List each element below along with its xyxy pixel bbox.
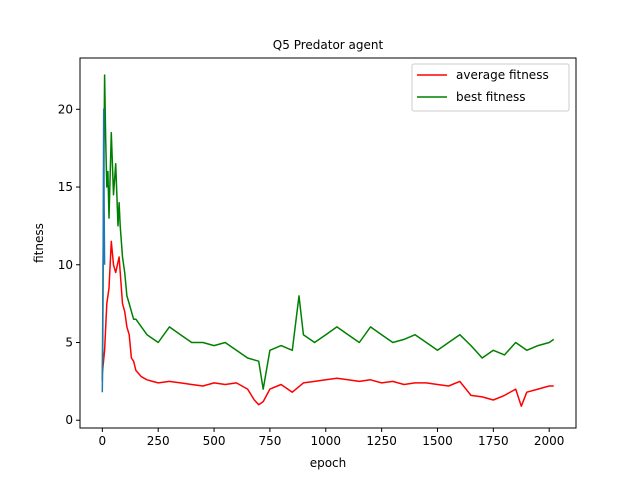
x-axis-label: epoch bbox=[310, 456, 347, 470]
axes-frame bbox=[79, 57, 577, 429]
x-tick-label: 0 bbox=[99, 434, 107, 448]
x-tick-label: 250 bbox=[147, 434, 170, 448]
x-tick-label: 1000 bbox=[310, 434, 341, 448]
series-line-best-fitness bbox=[101, 74, 555, 390]
x-tick-label: 500 bbox=[203, 434, 226, 448]
legend-box bbox=[411, 63, 570, 112]
x-axis-ticks: 0 250 500 750 1000 1250 1500 1750 2000 bbox=[99, 428, 565, 448]
x-tick-label: 2000 bbox=[534, 434, 565, 448]
y-tick-label: 10 bbox=[58, 258, 73, 272]
legend: average fitness best fitness bbox=[411, 63, 570, 112]
x-tick-label: 750 bbox=[258, 434, 281, 448]
y-tick-label: 5 bbox=[65, 335, 73, 349]
y-tick-label: 15 bbox=[58, 180, 73, 194]
chart-title: Q5 Predator agent bbox=[273, 38, 384, 52]
y-tick-label: 20 bbox=[58, 102, 73, 116]
y-axis-ticks: 0 5 10 15 20 bbox=[58, 102, 80, 427]
series-layer bbox=[101, 74, 555, 407]
series-line-unlabeled-2 bbox=[101, 108, 106, 393]
x-tick-label: 1750 bbox=[478, 434, 509, 448]
x-tick-label: 1500 bbox=[422, 434, 453, 448]
x-tick-label: 1250 bbox=[366, 434, 397, 448]
series-line-average-fitness bbox=[101, 240, 554, 407]
y-axis-label: fitness bbox=[32, 223, 46, 263]
y-tick-label: 0 bbox=[65, 413, 73, 427]
legend-label-best-fitness: best fitness bbox=[456, 90, 526, 104]
legend-label-average-fitness: average fitness bbox=[456, 68, 549, 82]
